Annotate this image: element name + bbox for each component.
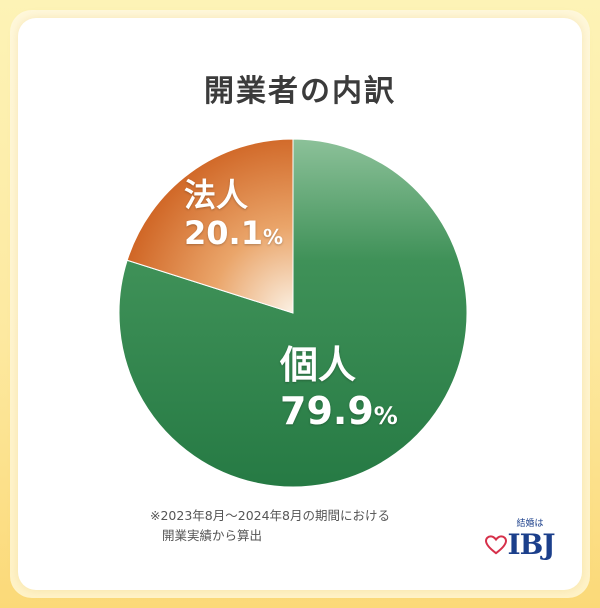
chart-title: 開業者の内訳	[204, 74, 396, 109]
slice-label-corporate: 法人 20.1%	[184, 176, 283, 253]
heart-icon	[485, 535, 508, 555]
ibj-logo: 結婚は IBJ	[480, 516, 560, 559]
slice-name-corporate: 法人	[184, 176, 249, 214]
pie-slice-corporate	[126, 138, 294, 314]
slice-name-individual: 個人	[280, 343, 357, 387]
pie-chart	[118, 138, 468, 488]
slice-unit-individual: %	[373, 401, 398, 430]
slice-unit-corporate: %	[262, 225, 283, 250]
slice-value-corporate: 20.1	[184, 214, 263, 253]
slice-percent-corporate: 20.1%	[184, 214, 283, 252]
footnote-line-1: ※2023年8月～2024年8月の期間における	[150, 508, 391, 523]
chart-card: 開業者の内訳 法人 20.1% 個人 79.9% ※2023年8月～2024年8…	[18, 18, 582, 590]
slice-value-individual: 79.9	[280, 388, 374, 433]
footnote: ※2023年8月～2024年8月の期間における 開業実績から算出	[150, 506, 390, 546]
slice-label-individual: 個人 79.9%	[280, 343, 398, 434]
logo-brand: IBJ	[507, 528, 555, 561]
logo-tagline: 結婚は	[516, 519, 544, 529]
footnote-line-2: 開業実績から算出	[162, 528, 263, 543]
slice-percent-individual: 79.9%	[280, 389, 398, 435]
